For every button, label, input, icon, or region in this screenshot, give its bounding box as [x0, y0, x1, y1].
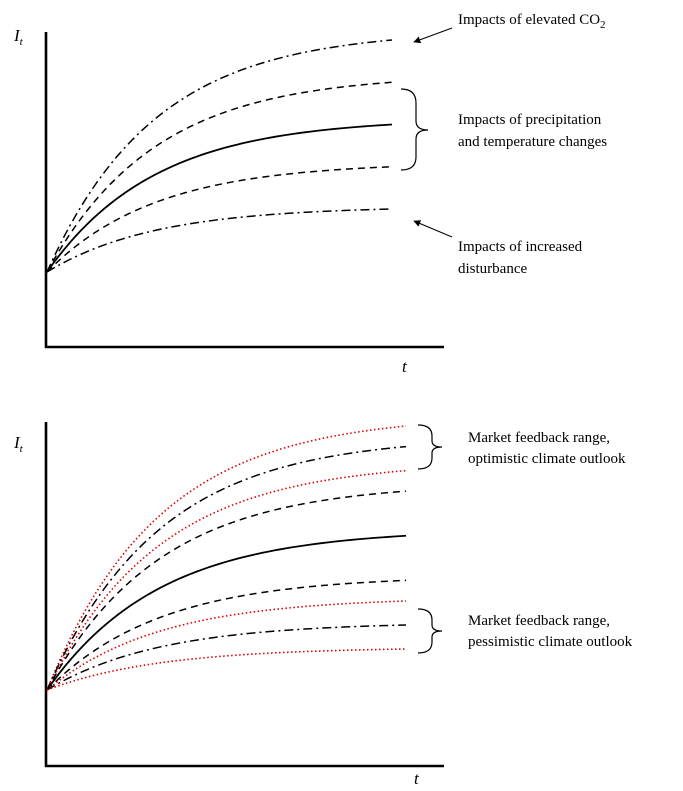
bottom-curve-dashdot-7: [46, 624, 407, 691]
top-curve-dashed-3: [46, 166, 393, 273]
bottom-curve-dotted-6: [46, 600, 407, 691]
top-x-axis-label: t: [402, 357, 408, 376]
bottom-curve-dashed-3: [46, 490, 407, 691]
top-annotation-precipitation: Impacts of precipitation and temperature…: [458, 112, 607, 150]
top-panel: It t Impacts of elevated CO2 Impacts of …: [13, 12, 607, 376]
top-curve-solid-2: [46, 123, 393, 273]
top-arrow-elevated-co2: [413, 27, 453, 44]
bottom-curve-dotted-2: [46, 469, 407, 691]
bottom-brace-pessimistic: [417, 608, 443, 654]
bottom-annotation-optimistic: Market feedback range, optimistic climat…: [468, 430, 626, 467]
top-arrow-disturbance: [413, 220, 453, 238]
top-curve-dashdot-0: [46, 39, 393, 273]
bottom-panel: It t Market feedback range, optimistic c…: [13, 422, 633, 788]
top-y-axis-label: It: [13, 26, 24, 48]
bottom-x-axis-label: t: [414, 769, 420, 788]
bottom-brace-optimistic: [417, 424, 443, 470]
bottom-curve-solid-4: [46, 534, 407, 691]
top-curve-dashdot-4: [46, 208, 393, 273]
top-annotation-disturbance: Impacts of increased disturbance: [458, 239, 586, 277]
bottom-curves: [46, 425, 407, 691]
top-curve-dashed-1: [46, 81, 393, 273]
bottom-curve-dotted-0: [46, 425, 407, 691]
bottom-curve-dashed-5: [46, 579, 407, 691]
top-curves: [46, 39, 393, 273]
bottom-annotation-pessimistic: Market feedback range, pessimistic clima…: [468, 613, 633, 650]
top-brace-precipitation: [400, 88, 429, 171]
bottom-curve-dashdot-1: [46, 445, 407, 691]
bottom-y-axis-label: It: [13, 433, 24, 455]
top-annotation-elevated-co2: Impacts of elevated CO2: [458, 12, 606, 31]
